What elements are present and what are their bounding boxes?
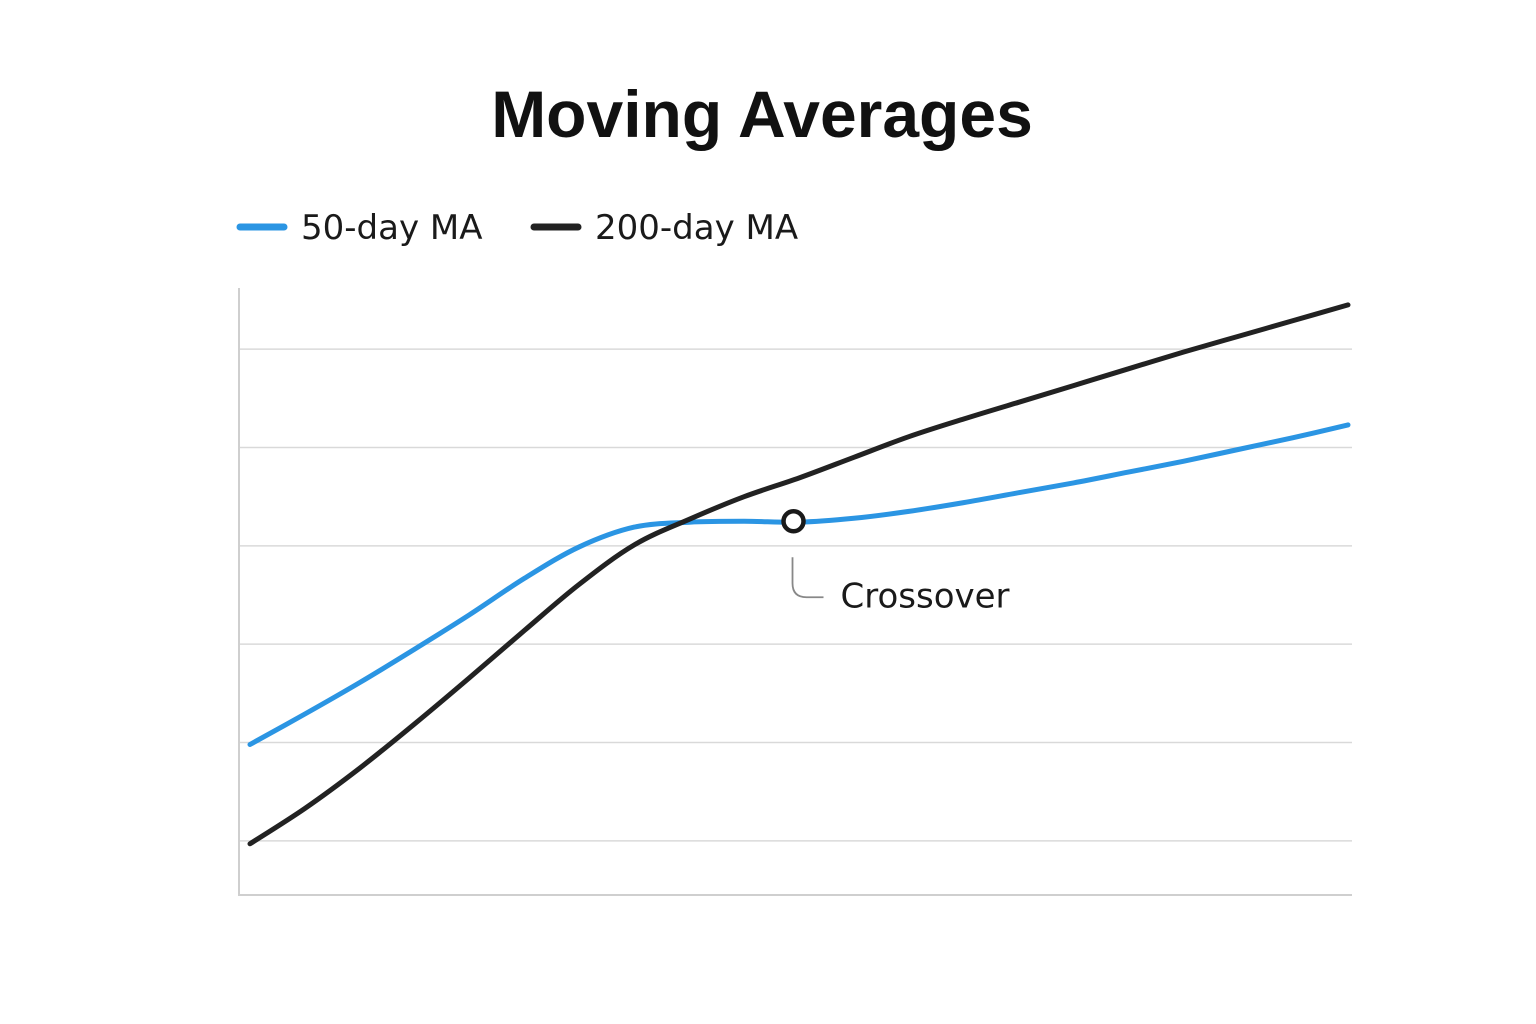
annotations: Crossover (781, 509, 1010, 616)
axes (238, 288, 1352, 896)
series-line-50-day-ma (247, 422, 1351, 747)
chart-title: Moving Averages (491, 77, 1033, 151)
legend-label-50-day-ma: 50-day MA (301, 208, 482, 248)
crossover-callout-line (791, 557, 824, 599)
series-lines (247, 302, 1351, 847)
legend: 50-day MA 200-day MA (236, 208, 798, 248)
legend-label-200-day-ma: 200-day MA (595, 208, 798, 248)
crossover-marker (781, 509, 806, 534)
series-line-200-day-ma (247, 302, 1351, 847)
annotation-crossover-label: Crossover (841, 576, 1010, 616)
